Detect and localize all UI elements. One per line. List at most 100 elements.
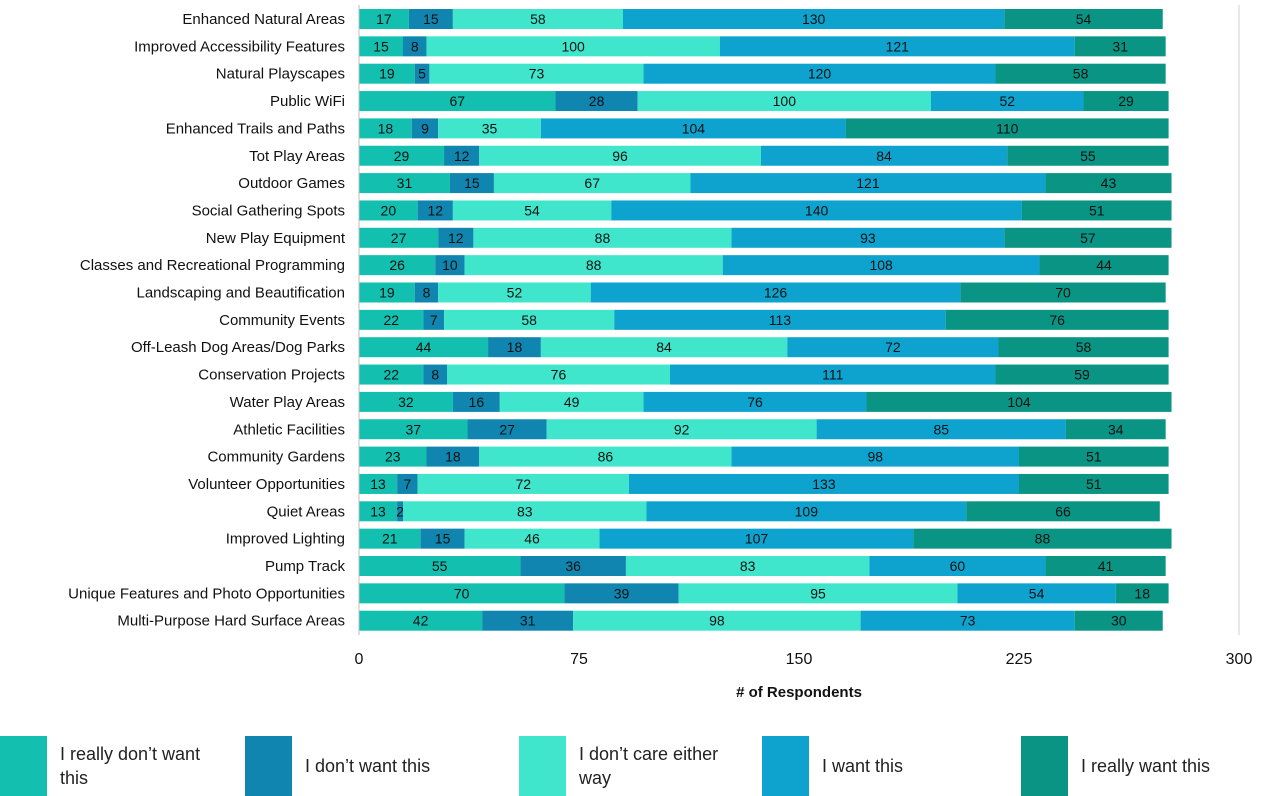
bar-segment — [408, 9, 453, 29]
legend-label: I want this — [822, 756, 904, 776]
data-label: 59 — [1074, 367, 1090, 383]
bar-segment — [403, 501, 647, 522]
data-label: 51 — [1089, 202, 1105, 218]
data-label: 42 — [413, 613, 429, 629]
bar-segment — [359, 255, 436, 276]
category-label: Pump Track — [265, 558, 346, 575]
bar-segment — [359, 145, 445, 166]
bar-segment — [417, 200, 453, 221]
bar-segment — [359, 173, 450, 194]
data-label: 13 — [370, 503, 386, 519]
bar-segment — [359, 227, 439, 248]
bar-segment — [913, 528, 1172, 549]
data-label: 2 — [396, 503, 404, 519]
category-label: Enhanced Trails and Paths — [166, 120, 345, 137]
bar-segment — [359, 200, 418, 221]
bar-segment — [359, 364, 424, 385]
x-tick-label: 75 — [570, 651, 588, 668]
category-label: Enhanced Natural Areas — [182, 11, 345, 28]
bar-segment — [359, 556, 521, 576]
data-label: 133 — [812, 476, 836, 492]
data-label: 88 — [595, 230, 611, 246]
bar-segment — [1007, 145, 1169, 166]
data-label: 86 — [598, 449, 614, 465]
data-label: 120 — [808, 66, 832, 82]
bar-segment — [646, 501, 967, 522]
bar-segment — [411, 118, 439, 139]
data-label: 46 — [524, 531, 540, 547]
data-label: 52 — [999, 93, 1015, 109]
bar-segment — [1045, 556, 1166, 576]
bar-segment — [678, 583, 958, 604]
bar-segment — [866, 391, 1172, 412]
bar-segment — [420, 528, 465, 549]
data-label: 70 — [454, 585, 470, 601]
bar-segment — [1045, 173, 1172, 194]
data-label: 67 — [584, 175, 600, 191]
category-label: Conservation Projects — [198, 367, 345, 384]
data-label: 15 — [423, 11, 439, 27]
bar-segment — [359, 501, 398, 522]
bar-segment — [1074, 610, 1163, 631]
bar-segment — [359, 337, 489, 358]
x-tick-label: 150 — [786, 651, 813, 668]
data-label: 8 — [411, 38, 419, 54]
data-label: 8 — [423, 285, 431, 301]
bar-segment — [423, 364, 447, 385]
bar-segment — [719, 36, 1075, 57]
bar-segment — [397, 473, 418, 494]
bar-segment — [403, 36, 427, 57]
data-label: 58 — [530, 11, 546, 27]
data-label: 54 — [1029, 585, 1045, 601]
data-label: 21 — [382, 531, 398, 547]
data-label: 51 — [1086, 449, 1102, 465]
data-label: 107 — [745, 531, 769, 547]
bar-segment — [429, 63, 644, 84]
data-label: 76 — [551, 367, 567, 383]
data-label: 29 — [1118, 93, 1134, 109]
data-label: 13 — [370, 476, 386, 492]
bar-segment — [359, 610, 483, 631]
data-label: 110 — [996, 120, 1019, 136]
legend-label: I don’t want this — [305, 756, 431, 776]
bar-segment — [452, 200, 612, 221]
bar-segment — [599, 528, 914, 549]
bar-segment — [447, 364, 670, 385]
bar-segment — [359, 391, 453, 412]
data-label: 73 — [960, 613, 976, 629]
bar-segment — [423, 309, 445, 330]
legend: I really don’t want this I don’t want thi… — [0, 736, 1273, 796]
data-label: 95 — [810, 585, 826, 601]
data-label: 18 — [445, 449, 461, 465]
data-label: 5 — [418, 66, 426, 82]
bar-segment — [359, 118, 412, 139]
bar-segment — [359, 309, 424, 330]
category-label: Tot Play Areas — [249, 148, 345, 165]
bar-segment — [998, 337, 1169, 358]
bar-segment — [438, 118, 541, 139]
data-label: 72 — [885, 339, 901, 355]
x-axis-ticks: 0 75 150 225 300 — [355, 651, 1253, 668]
category-label: Athletic Facilities — [233, 421, 345, 438]
category-label: Unique Features and Photo Opportunities — [68, 585, 345, 602]
bar-segment — [760, 145, 1008, 166]
bar-segment — [359, 63, 415, 84]
bar-segment — [479, 145, 761, 166]
data-label: 85 — [933, 421, 949, 437]
bar-segment — [555, 91, 638, 112]
bar-segment — [359, 419, 468, 440]
legend-item: I don’t want this — [245, 736, 485, 796]
data-label: 92 — [674, 421, 690, 437]
data-label: 70 — [1055, 285, 1071, 301]
bar-segment — [438, 282, 591, 303]
bar-segment — [414, 63, 430, 84]
data-label: 7 — [430, 312, 438, 328]
bar-segment — [520, 556, 626, 576]
category-label: Natural Playscapes — [216, 66, 345, 83]
data-label: 58 — [521, 312, 537, 328]
bar-segment — [1115, 583, 1169, 604]
data-label: 35 — [482, 120, 498, 136]
bar-segment — [359, 282, 415, 303]
data-label: 49 — [564, 394, 580, 410]
